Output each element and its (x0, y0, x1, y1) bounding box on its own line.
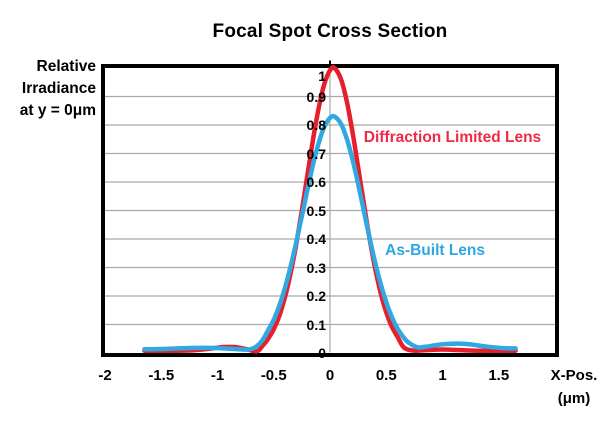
y-tick-label: 0.8 (306, 117, 326, 133)
chart-title: Focal Spot Cross Section (212, 21, 448, 42)
y-tick-label: 0.7 (306, 145, 326, 162)
x-tick-label: 1 (438, 367, 447, 384)
y-tick-label: 1 (318, 68, 326, 84)
y-tick-label: 0 (318, 345, 326, 361)
x-tick-label: 0.5 (375, 367, 397, 384)
y-axis-label-line-1: Relative (36, 58, 96, 75)
y-tick-label: 0.4 (306, 231, 326, 247)
y-tick-label: 0.2 (306, 288, 326, 304)
diffraction-limited-lens-label: Diffraction Limited Lens (363, 129, 542, 147)
y-tick-label: 0.6 (306, 174, 326, 190)
x-tick-label: -2 (98, 367, 112, 384)
y-tick-label: 0.9 (306, 88, 326, 105)
y-axis-label-line-3: at y = 0μm (19, 102, 96, 119)
y-tick-label: 0.5 (306, 202, 326, 219)
chart-canvas (105, 60, 555, 354)
y-axis-label: Relative Irradiance at y = 0μm (0, 56, 96, 122)
x-axis-unit: (μm) (557, 390, 591, 407)
as-built-lens-curve (142, 113, 518, 352)
x-tick-label: 1.5 (488, 367, 510, 384)
x-tick-label: -1 (210, 367, 225, 384)
x-tick-label: -1.5 (148, 367, 175, 384)
x-tick-label: -0.5 (260, 367, 287, 384)
x-axis-label: X-Pos. (550, 367, 598, 384)
y-tick-label: 0.1 (306, 316, 326, 333)
as-built-lens-label: As-Built Lens (385, 241, 486, 259)
y-axis-label-line-2: Irradiance (21, 80, 96, 97)
y-tick-label: 0.3 (306, 259, 326, 276)
x-tick-label: 0 (325, 367, 335, 384)
